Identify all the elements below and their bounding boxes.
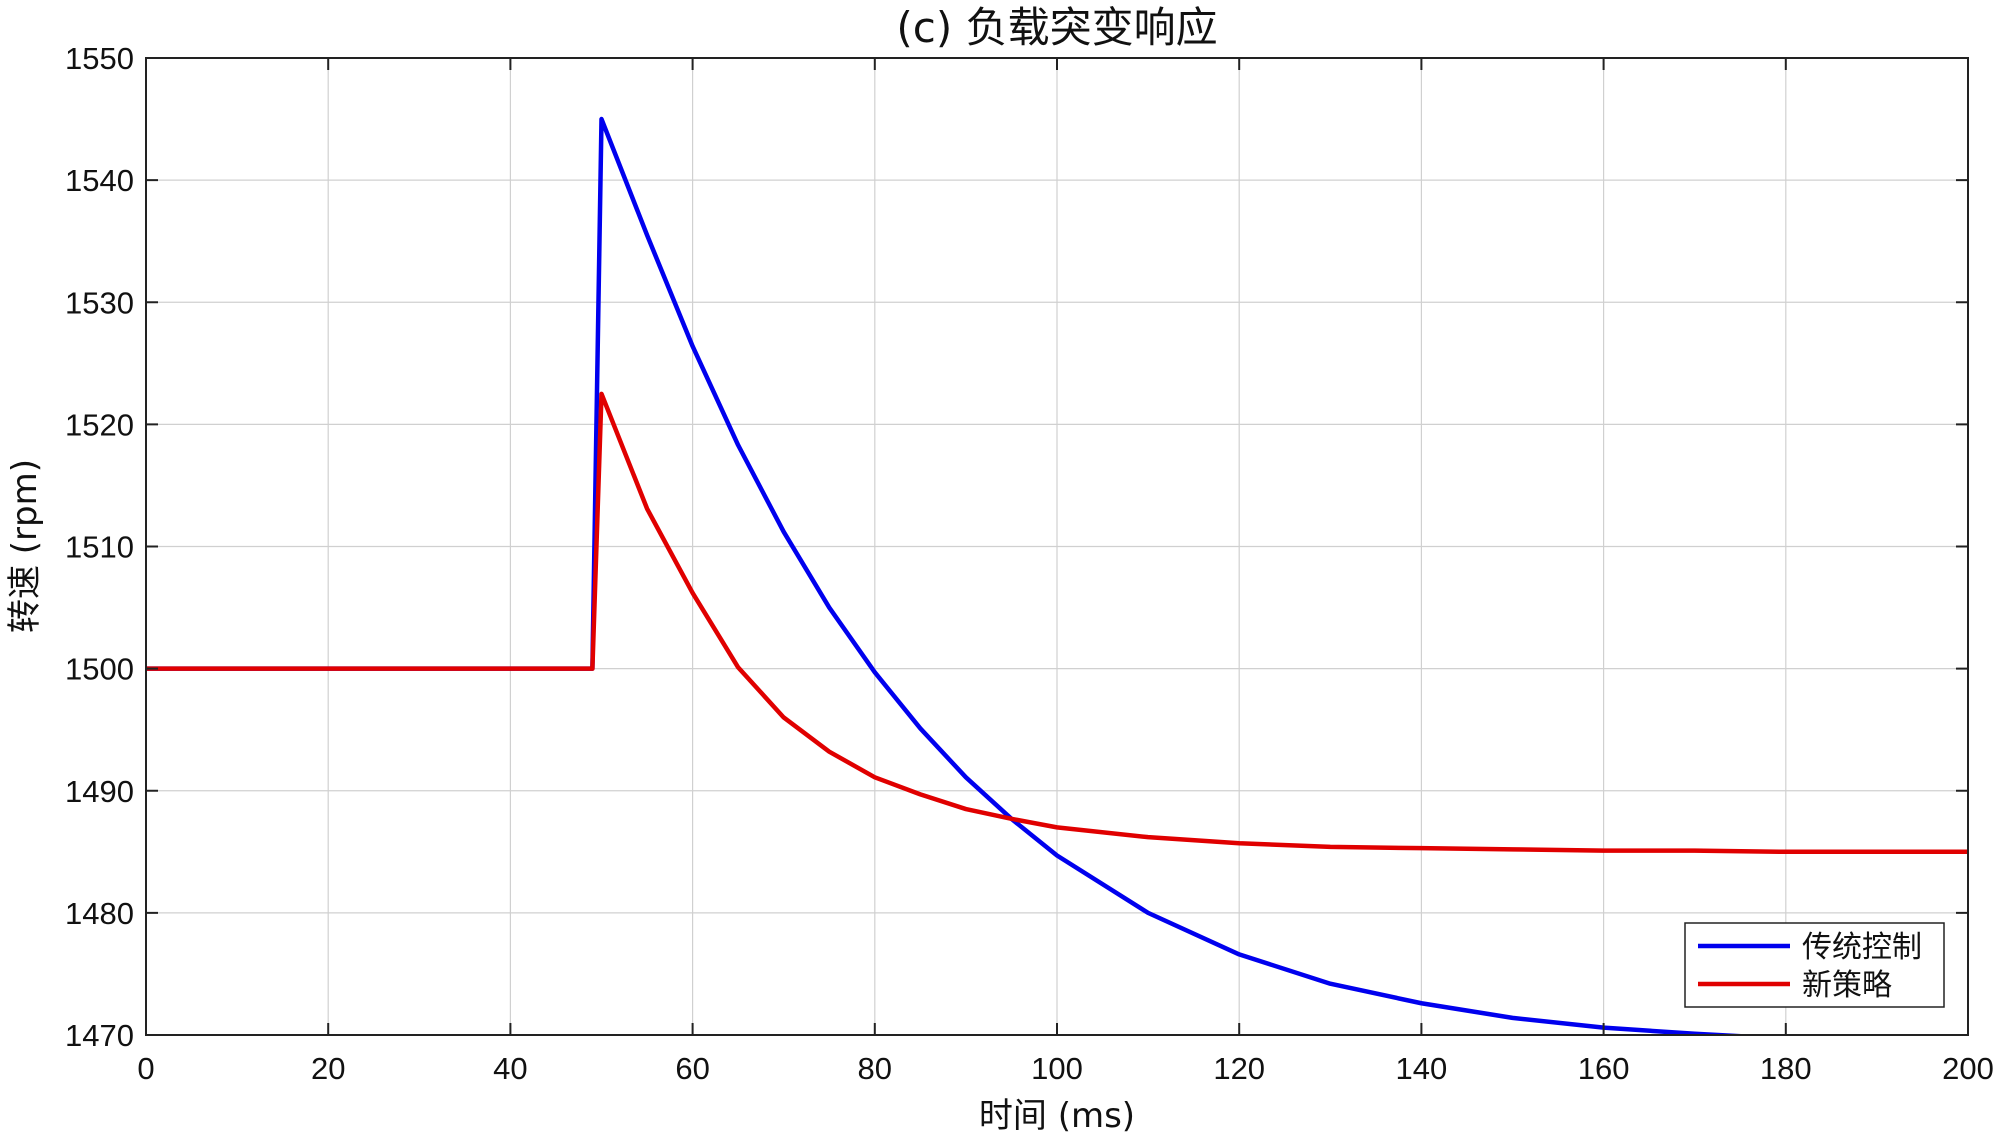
x-axis-label: 时间 (ms) [979, 1096, 1135, 1136]
y-tick-label: 1550 [65, 41, 134, 76]
x-tick-label: 120 [1213, 1051, 1265, 1086]
x-tick-label: 40 [493, 1051, 527, 1086]
chart-title: (c) 负载突变响应 [896, 3, 1217, 52]
x-tick-label: 20 [311, 1051, 345, 1086]
y-tick-label: 1500 [65, 652, 134, 687]
y-tick-label: 1490 [65, 774, 134, 809]
y-tick-label: 1520 [65, 407, 134, 442]
x-tick-label: 100 [1031, 1051, 1083, 1086]
y-tick-label: 1530 [65, 285, 134, 320]
x-tick-label: 160 [1578, 1051, 1630, 1086]
legend-label-traditional: 传统控制 [1802, 930, 1922, 965]
y-tick-label: 1540 [65, 163, 134, 198]
x-tick-label: 0 [137, 1051, 154, 1086]
series-layer [146, 116, 1968, 1035]
y-axis-label: 转速 (rpm) [5, 459, 45, 633]
y-tick-label: 1510 [65, 530, 134, 565]
series-line-new [146, 391, 1968, 855]
legend-label-new: 新策略 [1802, 968, 1892, 1003]
x-tick-label: 80 [858, 1051, 892, 1086]
ticks: 0 20 40 60 80 100 120 140 160 180 200 1470 1480 1490 1… [65, 41, 1994, 1086]
x-tick-label: 200 [1942, 1051, 1994, 1086]
legend-box [1684, 922, 1945, 1008]
x-tick-label: 140 [1396, 1051, 1448, 1086]
legend: 传统控制 新策略 [1684, 922, 1945, 1008]
x-tick-label: 180 [1760, 1051, 1812, 1086]
y-tick-label: 1470 [65, 1018, 134, 1053]
y-tick-label: 1480 [65, 896, 134, 931]
x-tick-label: 60 [675, 1051, 709, 1086]
